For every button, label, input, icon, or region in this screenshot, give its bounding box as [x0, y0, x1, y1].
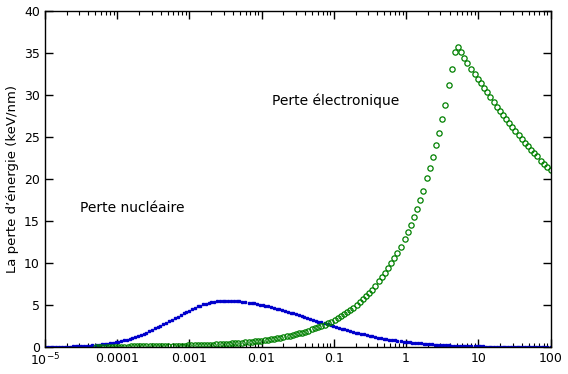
Y-axis label: La perte d’énergie (keV/nm): La perte d’énergie (keV/nm) [6, 85, 19, 273]
Text: Perte électronique: Perte électronique [273, 93, 400, 108]
Text: Perte nucléaire: Perte nucléaire [80, 202, 185, 215]
